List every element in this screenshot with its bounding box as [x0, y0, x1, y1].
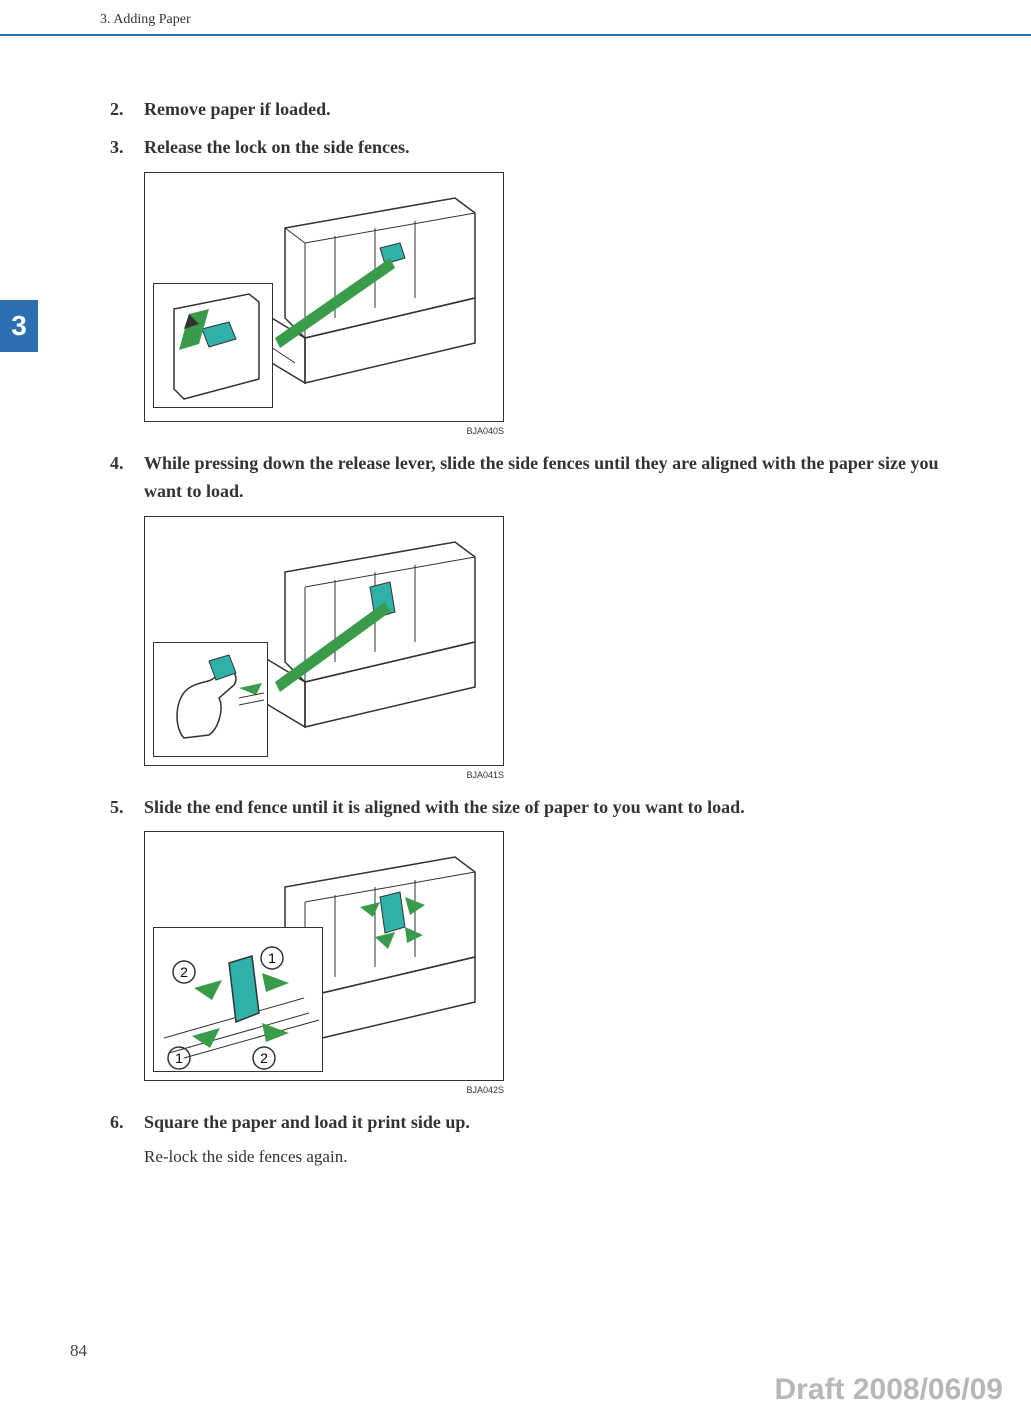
- step-text: Square the paper and load it print side …: [144, 1109, 470, 1137]
- step-text: Remove paper if loaded.: [144, 96, 331, 124]
- figure-label: BJA040S: [144, 426, 504, 436]
- step-number: 4.: [110, 453, 144, 474]
- tray-illustration-icon: [245, 532, 495, 732]
- draft-stamp: Draft 2008/06/09: [775, 1373, 1004, 1407]
- step-number: 6.: [110, 1112, 144, 1133]
- step-number: 2.: [110, 99, 144, 120]
- chapter-number: 3: [11, 310, 27, 342]
- step-text: While pressing down the release lever, s…: [144, 450, 961, 506]
- figure-bja041s: [144, 516, 504, 766]
- step-3: 3. Release the lock on the side fences.: [110, 134, 961, 162]
- svg-text:1: 1: [268, 950, 276, 966]
- step-4: 4. While pressing down the release lever…: [110, 450, 961, 506]
- chapter-tab: 3: [0, 300, 38, 352]
- inset-detail-icon: [154, 643, 269, 758]
- figure-bja040s: [144, 172, 504, 422]
- tray-illustration-icon: [245, 188, 495, 388]
- figure-inset: [153, 642, 268, 757]
- svg-text:2: 2: [260, 1050, 268, 1066]
- figure-inset: [153, 283, 273, 408]
- step-5: 5. Slide the end fence until it is align…: [110, 794, 961, 822]
- page-number: 84: [70, 1341, 87, 1361]
- figure-bja042s: 2 1 1 2: [144, 831, 504, 1081]
- inset-detail-icon: 2 1 1 2: [154, 928, 324, 1073]
- figure-label: BJA041S: [144, 770, 504, 780]
- svg-text:2: 2: [180, 964, 188, 980]
- figure-label: BJA042S: [144, 1085, 504, 1095]
- page-header: 3. Adding Paper: [0, 0, 1031, 36]
- step-6: 6. Square the paper and load it print si…: [110, 1109, 961, 1137]
- step-subtext: Re-lock the side fences again.: [144, 1147, 961, 1167]
- figure-inset: 2 1 1 2: [153, 927, 323, 1072]
- step-2: 2. Remove paper if loaded.: [110, 96, 961, 124]
- step-text: Slide the end fence until it is aligned …: [144, 794, 745, 822]
- step-number: 3.: [110, 137, 144, 158]
- inset-detail-icon: [154, 284, 274, 409]
- step-text: Release the lock on the side fences.: [144, 134, 409, 162]
- svg-text:1: 1: [175, 1050, 183, 1066]
- step-number: 5.: [110, 797, 144, 818]
- chapter-title: 3. Adding Paper: [100, 12, 191, 27]
- content-area: 2. Remove paper if loaded. 3. Release th…: [0, 36, 1031, 1167]
